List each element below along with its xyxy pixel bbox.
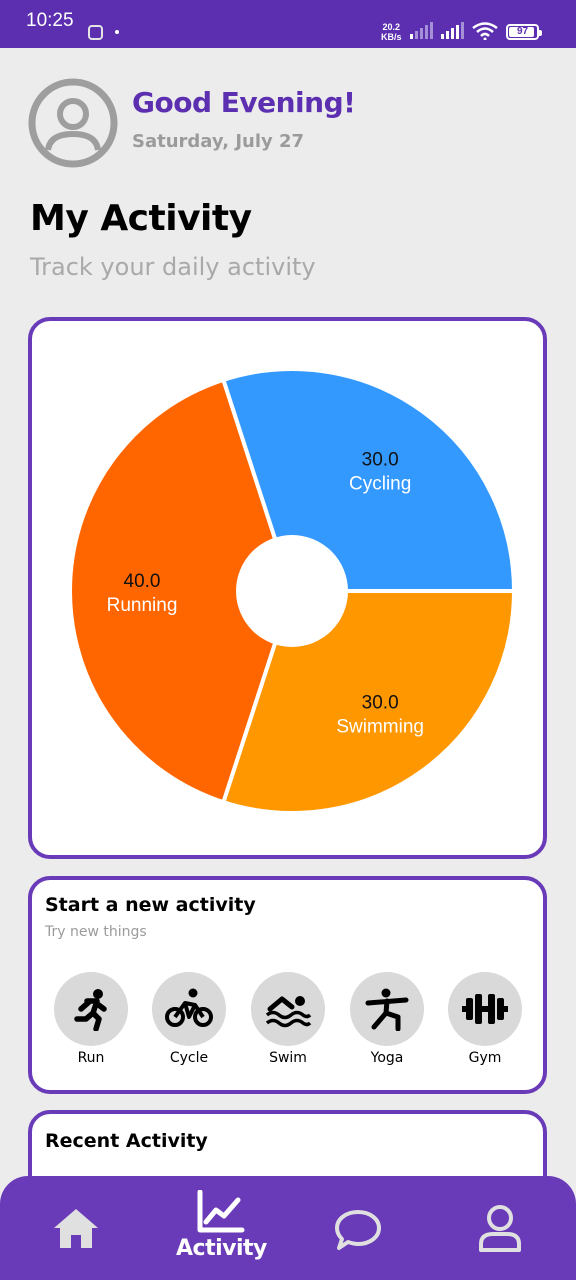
start-activity-card: Start a new activity Try new things Run … [28, 876, 547, 1094]
activity-pie-chart: 30.0 Swimming 40.0 Running 30.0 Cycling [68, 367, 517, 815]
activity-swim-label: Swim [269, 1050, 307, 1066]
battery-level: 97 [516, 26, 529, 37]
nav-profile[interactable] [477, 1204, 523, 1254]
page-title: My Activity [30, 198, 252, 239]
chart-icon [197, 1190, 245, 1233]
activity-cycle-button[interactable]: Cycle [152, 972, 226, 1068]
run-icon [74, 989, 107, 1031]
pie-center-hole [236, 535, 348, 647]
start-activity-title: Start a new activity [45, 894, 256, 916]
status-time: 10:25 [26, 10, 74, 31]
activity-chart-card: 30.0 Swimming 40.0 Running 30.0 Cycling [28, 317, 547, 859]
activity-cycle-label: Cycle [169, 1050, 209, 1066]
activity-yoga-label: Yoga [370, 1050, 404, 1066]
wifi-icon [472, 22, 498, 40]
activity-run-label: Run [77, 1050, 105, 1066]
page-subtitle: Track your daily activity [30, 253, 316, 281]
nav-home[interactable] [52, 1206, 100, 1250]
pie-label-swimming: Swimming [336, 716, 424, 737]
app-notification-icon [88, 25, 103, 40]
network-speed: 20.2 KB/s [381, 22, 402, 42]
pie-value-swimming: 30.0 [362, 692, 399, 713]
activity-swim-button[interactable]: Swim [251, 972, 325, 1068]
pie-label-cycling: Cycling [349, 474, 411, 495]
pie-label-running: Running [107, 595, 178, 616]
date-text: Saturday, July 27 [132, 131, 305, 152]
battery-icon: 97 [506, 24, 542, 40]
bike-icon [165, 988, 213, 1027]
dumbbell-icon [462, 994, 508, 1024]
pie-value-cycling: 30.0 [362, 450, 399, 471]
activity-yoga-button[interactable]: Yoga [350, 972, 424, 1068]
greeting-text: Good Evening! [132, 86, 356, 119]
network-speed-unit: KB/s [381, 32, 402, 42]
activity-gym-label: Gym [468, 1050, 502, 1066]
chat-icon [335, 1210, 381, 1250]
network-speed-value: 20.2 [382, 22, 401, 32]
pie-value-running: 40.0 [124, 571, 161, 592]
profile-icon [479, 1205, 521, 1252]
signal-icon [410, 22, 433, 39]
start-activity-subtitle: Try new things [45, 924, 147, 940]
recent-activity-title: Recent Activity [45, 1130, 208, 1152]
nav-activity[interactable]: Activity [176, 1190, 267, 1261]
home-icon [54, 1209, 98, 1248]
yoga-icon [365, 988, 409, 1031]
signal-2-icon [441, 22, 464, 39]
activity-run-button[interactable]: Run [54, 972, 128, 1068]
nav-chat[interactable] [334, 1208, 382, 1252]
bottom-nav: Activity [0, 1176, 576, 1280]
status-bar: 10:25 20.2 KB/s 97 [0, 0, 576, 48]
nav-activity-label: Activity [176, 1236, 267, 1261]
swim-icon [265, 996, 312, 1028]
avatar[interactable] [28, 78, 118, 168]
notification-dot-icon [115, 30, 119, 34]
pie-slice-running[interactable] [68, 377, 295, 805]
activity-gym-button[interactable]: Gym [448, 972, 522, 1068]
